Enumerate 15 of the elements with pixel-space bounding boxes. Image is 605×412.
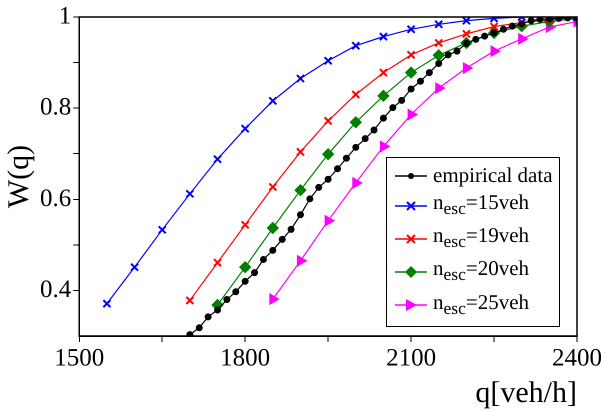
y-tick-label: 1 [58,2,72,30]
y-tick-label: 0.6 [40,184,72,212]
x-tick-label: 2100 [386,344,436,372]
legend-label: n$_{esc}$=19veh [433,222,530,254]
x-tick-label: 1800 [220,344,270,372]
legend-label: n$_{esc}$=20veh [433,255,530,287]
y-tick-label: 0.4 [40,276,72,303]
legend-label: empirical data [433,162,553,189]
y-axis-title: W(q) [2,144,35,208]
legend-label: n$_{esc}$=25veh [433,288,530,320]
x-tick-label: 2400 [552,344,602,372]
x-tick-label: 1500 [54,344,104,372]
legend-label: n$_{esc}$=15veh [433,189,530,220]
x-axis-title: q[veh/h] [475,376,577,409]
y-tick-label: 0.8 [40,94,72,121]
